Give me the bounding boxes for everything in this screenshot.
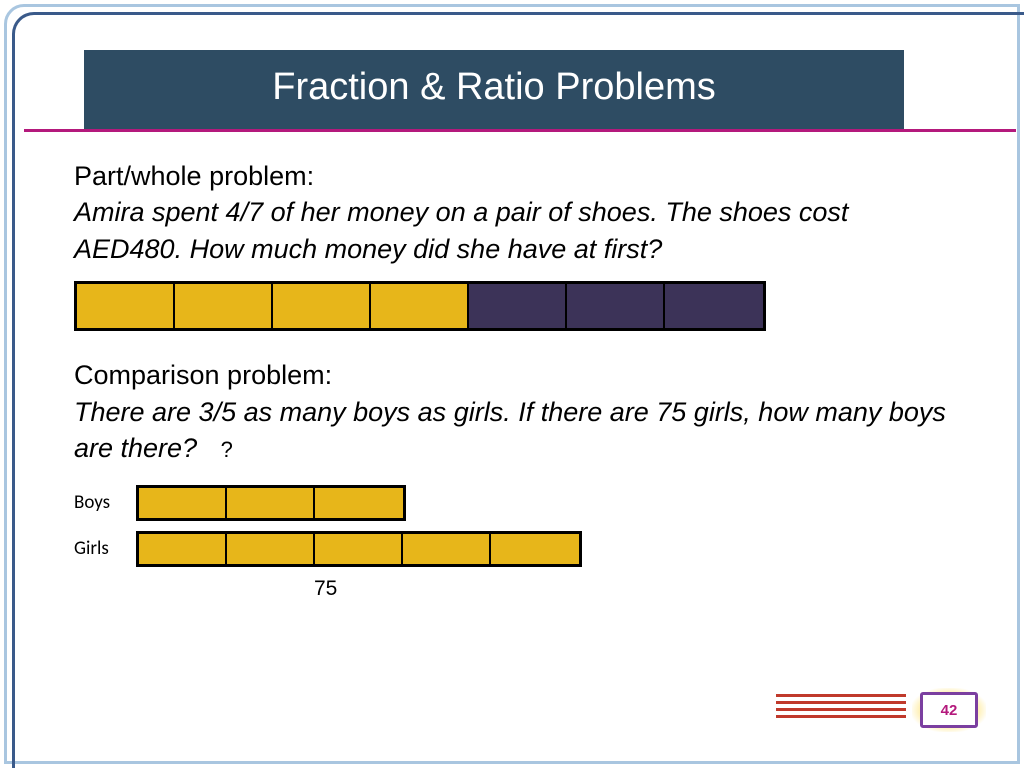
comparison-row: Boys xyxy=(74,485,1016,521)
bar1-segment xyxy=(175,284,273,328)
girls-total-label: 75 xyxy=(314,577,1016,601)
comparison-bar xyxy=(136,485,406,521)
problem2-heading: Comparison problem: xyxy=(74,360,332,390)
problem1-block: Part/whole problem: Amira spent 4/7 of h… xyxy=(74,158,954,267)
comparison-segment xyxy=(227,488,315,518)
decorative-lines xyxy=(776,694,906,722)
comparison-segment xyxy=(315,534,403,564)
problem2-block: Comparison problem: There are 3/5 as man… xyxy=(74,357,954,466)
comparison-segment xyxy=(403,534,491,564)
comparison-segment xyxy=(139,488,227,518)
slide-title: Fraction & Ratio Problems xyxy=(84,50,904,129)
comparison-segment xyxy=(491,534,579,564)
problem2-bar-model: Boys Girls xyxy=(74,485,1016,567)
bar1-segment xyxy=(665,284,763,328)
problem1-text: Amira spent 4/7 of her money on a pair o… xyxy=(74,197,848,263)
bar1-segment xyxy=(273,284,371,328)
bar1-segment xyxy=(469,284,567,328)
problem1-bar-model xyxy=(74,281,766,331)
comparison-segment xyxy=(227,534,315,564)
problem2-text: There are 3/5 as many boys as girls. If … xyxy=(74,397,946,463)
comparison-segment xyxy=(139,534,227,564)
page-number-badge: 42 xyxy=(912,688,986,732)
slide-content: Fraction & Ratio Problems Part/whole pro… xyxy=(24,20,1016,760)
bar1-segment xyxy=(77,284,175,328)
comparison-segment xyxy=(315,488,403,518)
title-underline xyxy=(24,129,1016,132)
comparison-bar xyxy=(136,531,582,567)
bar1-segment xyxy=(567,284,665,328)
question-mark: ? xyxy=(221,435,233,465)
bar1-segment xyxy=(371,284,469,328)
comparison-row-label: Boys xyxy=(74,491,136,514)
problem1-heading: Part/whole problem: xyxy=(74,161,314,191)
page-number: 42 xyxy=(920,692,978,728)
comparison-row: Girls xyxy=(74,531,1016,567)
comparison-row-label: Girls xyxy=(74,537,136,560)
